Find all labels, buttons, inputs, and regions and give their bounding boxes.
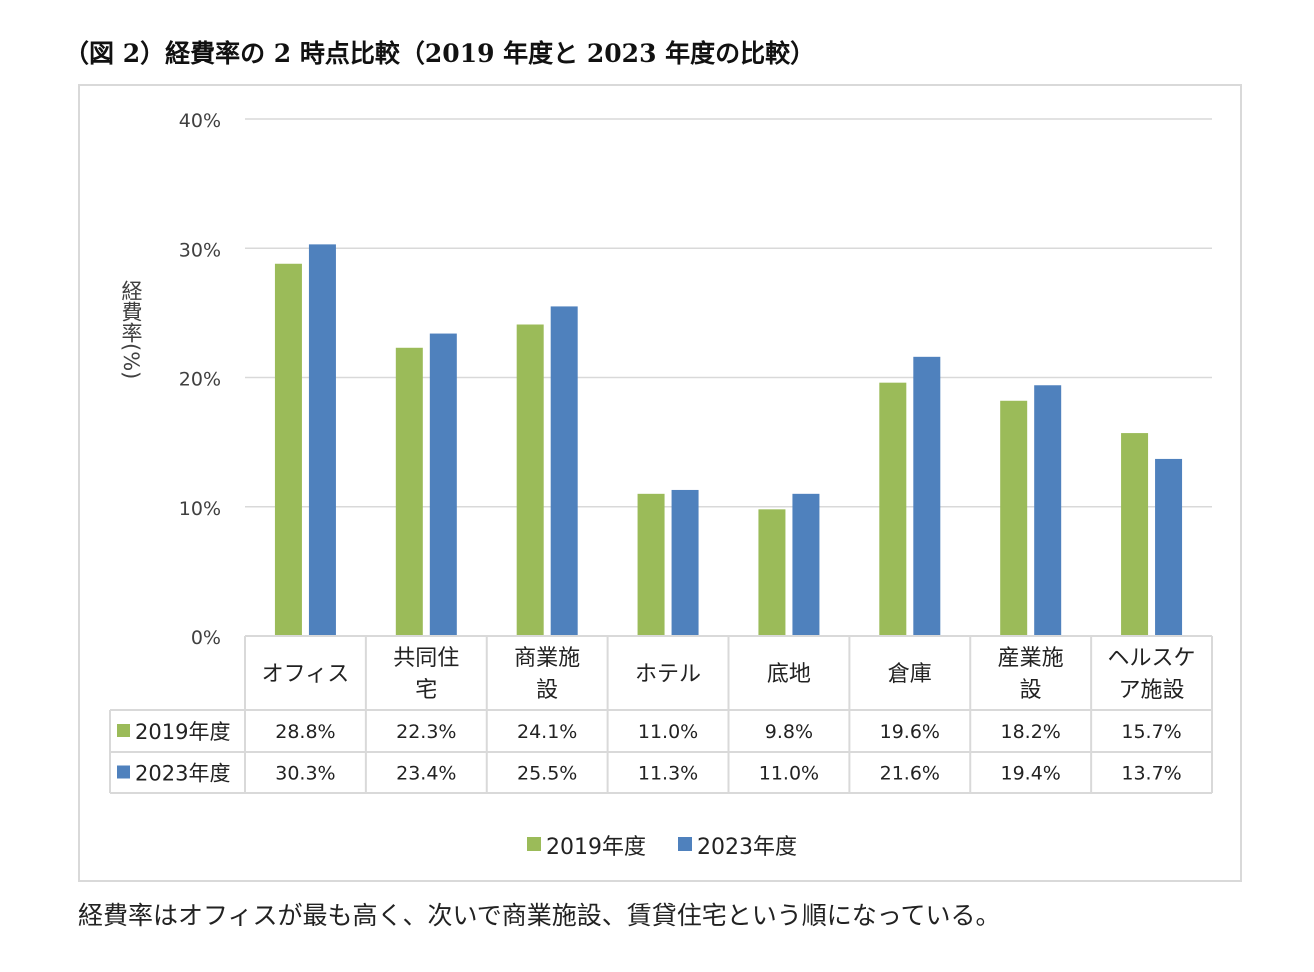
table-legend-key [117,724,130,737]
data-label: 19.6% [880,721,940,743]
bar-2023 [792,493,820,636]
data-label: 11.0% [638,721,698,743]
chart-frame [78,84,1242,882]
bar-2019 [637,493,665,636]
data-label: 30.3% [275,763,335,785]
data-label: 28.8% [275,721,335,743]
bar-2019 [516,324,544,636]
legend-label: 2023年度 [697,835,797,860]
bar-2019 [1121,433,1149,636]
x-category-label: 産業施 [998,646,1064,671]
x-category-label: ホテル [635,662,701,687]
x-category-label: オフィス [262,662,350,687]
x-category-label: ア施設 [1119,678,1185,703]
y-tick-label: 10% [179,498,221,520]
data-label: 11.3% [638,763,698,785]
bar-2023 [550,306,578,636]
y-tick-label: 40% [179,110,221,132]
x-category-label: ヘルスケ [1108,646,1196,671]
table-series-name: 2023年度 [135,762,230,786]
x-category-label: 設 [536,678,558,703]
bar-2023 [308,244,336,636]
data-label: 22.3% [396,721,456,743]
data-label: 23.4% [396,763,456,785]
x-category-label: 商業施 [514,646,580,671]
data-label: 9.8% [765,721,813,743]
legend-key [527,837,541,851]
data-label: 15.7% [1121,721,1181,743]
y-tick-label: 0% [191,627,221,649]
bar-2019 [274,263,302,636]
bar-2019 [395,347,423,636]
x-category-label: 底地 [767,662,811,687]
bar-2023 [1034,385,1062,636]
table-legend-key [117,765,130,779]
x-category-label: 設 [1020,678,1042,703]
bar-2023 [1155,458,1183,636]
table-series-name: 2019年度 [135,720,230,744]
legend-key [678,837,692,851]
data-label: 19.4% [1001,763,1061,785]
y-tick-label: 20% [179,369,221,391]
figure-caption: 経費率はオフィスが最も高く、次いで商業施設、賃貸住宅という順になっている。 [78,901,1001,930]
data-label: 11.0% [759,763,819,785]
data-label: 18.2% [1001,721,1061,743]
bar-2023 [671,489,699,636]
data-label: 24.1% [517,721,577,743]
bar-2019 [879,382,907,636]
x-category-label: 共同住 [393,646,459,671]
bar-2023 [913,356,941,636]
data-label: 21.6% [880,763,940,785]
x-category-label: 倉庫 [888,662,932,687]
y-axis-label: 経費率(%) [119,280,143,379]
data-label: 13.7% [1121,763,1181,785]
x-category-label: 宅 [415,678,437,703]
data-label: 25.5% [517,763,577,785]
legend-label: 2019年度 [546,835,646,860]
figure-title: （図 2）経費率の 2 時点比較（2019 年度と 2023 年度の比較） [64,39,816,68]
y-tick-label: 30% [179,239,221,261]
bar-2019 [1000,400,1028,636]
bar-2023 [429,333,457,636]
bar-2019 [758,509,786,636]
